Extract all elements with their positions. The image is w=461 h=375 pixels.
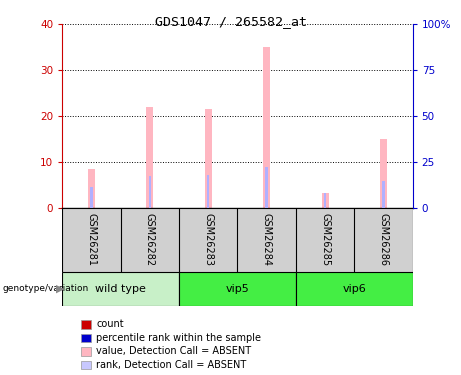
Bar (179, 272, 296, 306)
Text: genotype/variation: genotype/variation (2, 284, 89, 293)
Text: GSM26285: GSM26285 (320, 213, 330, 266)
Bar (90, 188, 93, 208)
Text: GSM26283: GSM26283 (203, 213, 213, 266)
Bar (146, 107, 154, 208)
Bar (205, 110, 212, 208)
Bar (207, 175, 209, 208)
Text: percentile rank within the sample: percentile rank within the sample (96, 333, 261, 343)
Bar (148, 176, 151, 208)
Bar (88, 169, 95, 208)
Bar (324, 194, 326, 208)
Bar (266, 167, 268, 208)
Text: GSM26281: GSM26281 (86, 213, 96, 266)
Bar (321, 194, 329, 208)
Text: ▶: ▶ (56, 284, 65, 294)
Text: GSM26282: GSM26282 (145, 213, 155, 266)
Bar (263, 47, 270, 208)
Bar (296, 272, 413, 306)
Text: rank, Detection Call = ABSENT: rank, Detection Call = ABSENT (96, 360, 247, 370)
Text: wild type: wild type (95, 284, 146, 294)
Text: GDS1047 / 265582_at: GDS1047 / 265582_at (154, 15, 307, 28)
Bar (62, 272, 179, 306)
Text: count: count (96, 320, 124, 329)
Text: vip6: vip6 (343, 284, 366, 294)
Bar (380, 139, 387, 208)
Text: vip5: vip5 (225, 284, 249, 294)
Text: GSM26286: GSM26286 (378, 213, 389, 266)
Text: GSM26284: GSM26284 (261, 213, 272, 266)
Bar (382, 182, 384, 208)
Text: value, Detection Call = ABSENT: value, Detection Call = ABSENT (96, 346, 251, 356)
